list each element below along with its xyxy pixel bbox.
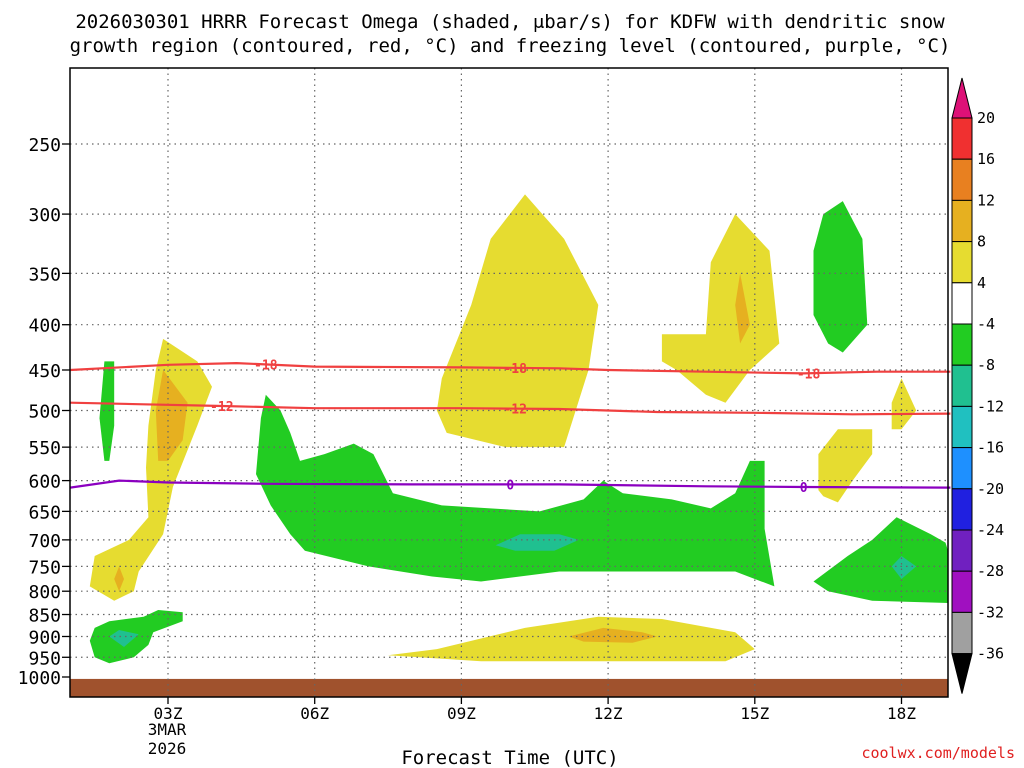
colorbar-label-2: 12	[977, 191, 995, 209]
contour-label-2-0: 0	[506, 478, 514, 493]
omega-region-13	[813, 201, 868, 353]
y-tick-label-900: 900	[28, 627, 61, 648]
y-tick-label-750: 750	[28, 557, 61, 578]
y-tick-label-850: 850	[28, 606, 61, 627]
omega-region-17	[109, 630, 139, 647]
y-tick-label-450: 450	[28, 361, 61, 382]
x-axis: 03Z 06Z 09Z 12Z 15Z 18Z	[154, 697, 916, 723]
colorbar-swatch-1	[951, 158, 973, 201]
omega-shading	[89, 194, 948, 664]
date-label-year: 2026	[148, 739, 187, 758]
contour-line-0	[70, 361, 951, 375]
contour-label-0-0: -18	[254, 358, 278, 373]
colorbar-label-5: -4	[977, 315, 995, 333]
y-tick-label-350: 350	[28, 264, 61, 285]
contour-line-2	[70, 479, 951, 489]
x-tick-label-03Z: 03Z	[154, 704, 183, 723]
omega-region-12	[495, 534, 579, 551]
omega-region-2	[114, 566, 124, 592]
colorbar-label-3: 8	[977, 233, 986, 251]
colorbar-label-12: -32	[977, 603, 1004, 621]
chart-title-line1: 2026030301 HRRR Forecast Omega (shaded, …	[75, 11, 945, 33]
y-tick-label-600: 600	[28, 472, 61, 493]
omega-region-9	[569, 627, 657, 643]
colorbar-label-10: -24	[977, 521, 1004, 539]
colorbar-swatch-4	[951, 282, 973, 325]
y-tick-label-400: 400	[28, 316, 61, 337]
colorbar-label-13: -36	[977, 645, 1004, 663]
omega-region-3	[436, 194, 599, 448]
surface-band-group	[70, 678, 948, 697]
date-label-month: 3MAR	[148, 720, 187, 739]
omega-region-11	[256, 394, 775, 587]
omega-region-8	[388, 616, 755, 662]
y-tick-label-550: 550	[28, 438, 61, 459]
y-tick-label-500: 500	[28, 402, 61, 423]
colorbar-swatch-7	[951, 405, 973, 449]
y-tick-label-300: 300	[28, 205, 61, 226]
colorbar-swatch-10	[951, 529, 973, 572]
colorbar-label-0: 20	[977, 109, 995, 127]
colorbar-label-9: -20	[977, 480, 1004, 498]
colorbar-swatch-11	[951, 570, 973, 613]
y-tick-label-1000: 1000	[18, 668, 61, 689]
colorbar-swatch-6	[951, 364, 973, 407]
colorbar-top-arrow	[951, 77, 973, 119]
colorbar-label-8: -16	[977, 439, 1004, 457]
contour-label-1-1: -12	[503, 403, 526, 418]
omega-region-7	[891, 378, 917, 430]
colorbar-swatch-5	[951, 323, 973, 366]
contour-label-0-2: -18	[797, 367, 821, 382]
colorbar-label-4: 4	[977, 274, 986, 292]
colorbar-swatch-0	[951, 117, 973, 160]
omega-region-5	[735, 273, 750, 344]
y-tick-label-700: 700	[28, 531, 61, 552]
grid-lines	[70, 68, 948, 697]
omega-region-10	[99, 361, 115, 461]
omega-region-6	[818, 429, 873, 503]
x-axis-label: Forecast Time (UTC)	[401, 747, 618, 768]
plot-frame	[69, 67, 949, 698]
y-tick-label-650: 650	[28, 502, 61, 523]
surface-band	[70, 678, 948, 697]
colorbar-swatch-8	[951, 447, 973, 490]
colorbar-label-6: -8	[977, 356, 995, 374]
y-tick-label-800: 800	[28, 582, 61, 603]
contour-label-2-1: 0	[800, 481, 808, 496]
y-axis: 2503003504004505005506006507007508008509…	[18, 135, 70, 689]
contour-label-0-1: -18	[503, 362, 527, 377]
y-tick-label-950: 950	[28, 648, 61, 669]
omega-region-1	[155, 370, 188, 461]
colorbar-swatch-12	[951, 611, 973, 655]
credit-text: coolwx.com/models	[861, 744, 1015, 762]
colorbar-label-1: 16	[977, 150, 995, 168]
x-tick-label-09Z: 09Z	[447, 704, 476, 723]
omega-region-14	[813, 517, 948, 603]
colorbar: 20 16 12 8 4 -4 -8 -12 -16 -20 -24 -28 -32 -36	[951, 77, 1004, 694]
colorbar-swatch-9	[951, 488, 973, 531]
x-tick-label-18Z: 18Z	[887, 704, 916, 723]
omega-region-15	[891, 556, 917, 579]
y-tick-label-250: 250	[28, 135, 61, 156]
x-tick-label-06Z: 06Z	[300, 704, 329, 723]
omega-region-4	[661, 214, 780, 403]
contour-label-1-0: -12	[210, 400, 233, 415]
x-tick-label-12Z: 12Z	[594, 704, 623, 723]
x-tick-label-15Z: 15Z	[740, 704, 769, 723]
colorbar-swatch-3	[951, 241, 973, 284]
colorbar-swatch-2	[951, 199, 973, 243]
colorbar-label-11: -28	[977, 562, 1004, 580]
colorbar-label-7: -12	[977, 397, 1004, 415]
colorbar-bottom-arrow	[951, 653, 973, 694]
contour-line-1	[70, 401, 951, 416]
contour-lines: -18 -18 -18 -12 -12 0 0	[70, 358, 951, 496]
chart-title-line2: growth region (contoured, red, °C) and f…	[70, 35, 951, 57]
